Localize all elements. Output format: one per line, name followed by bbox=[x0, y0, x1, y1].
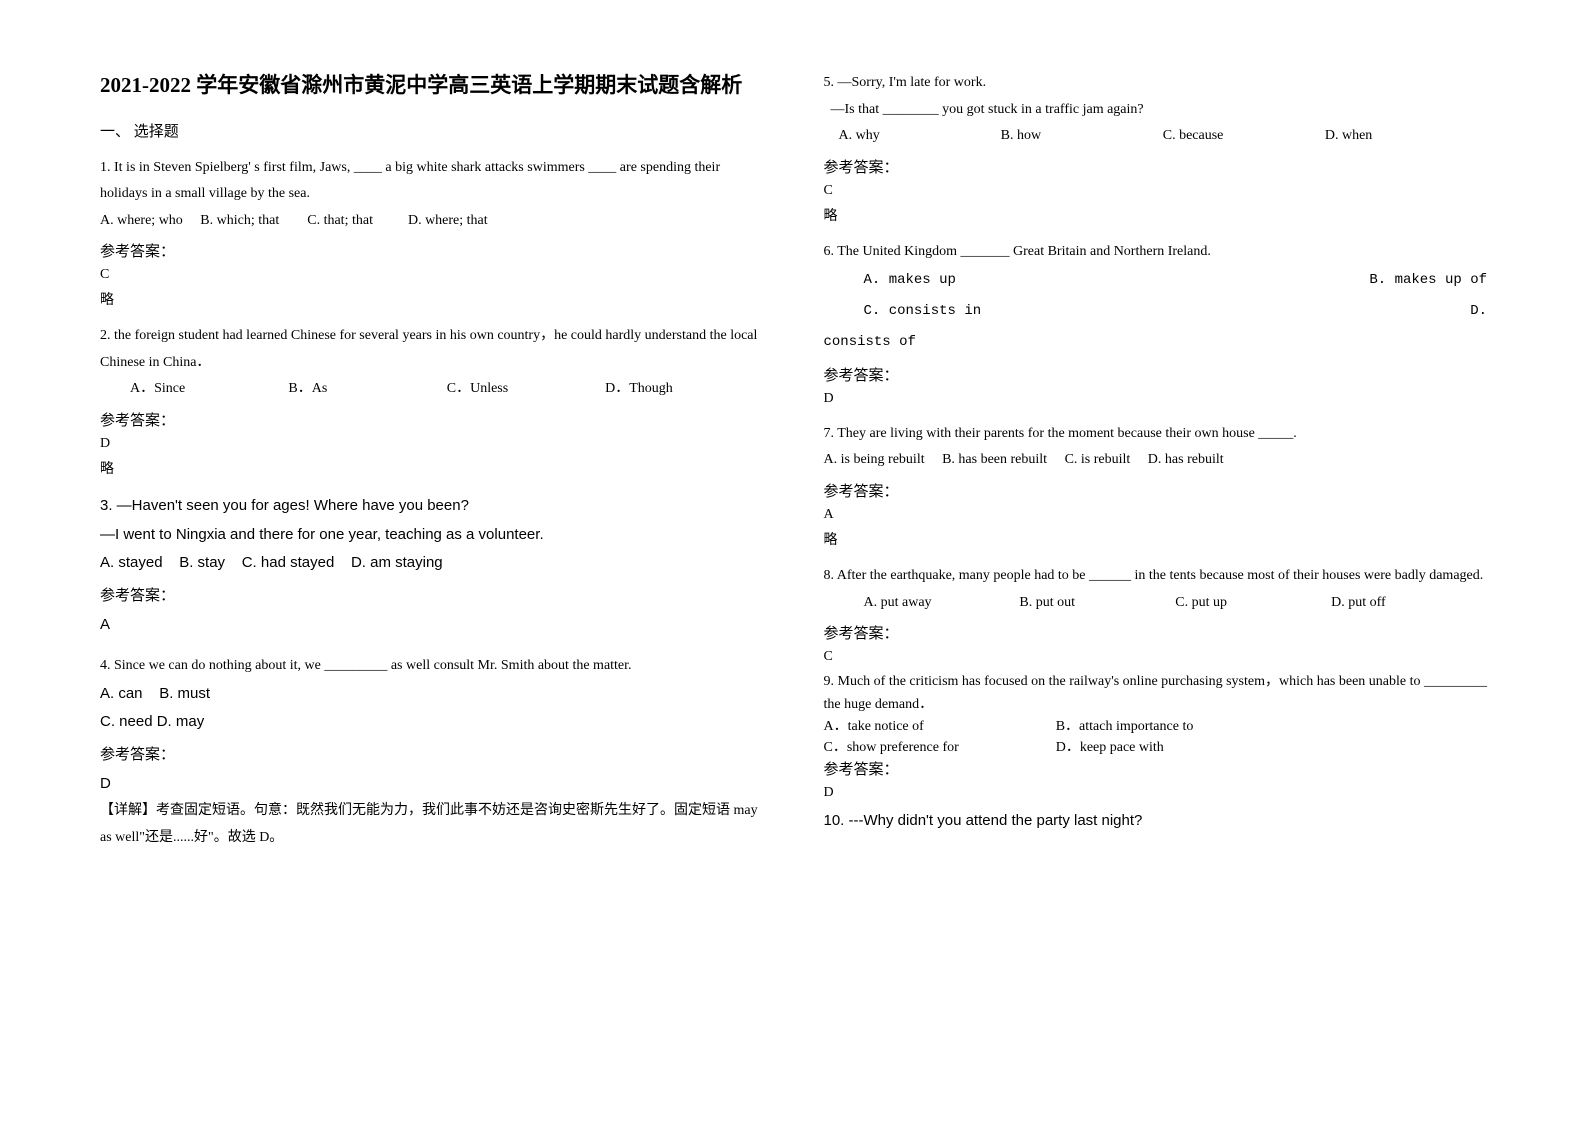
q3-options: A. stayed B. stay C. had stayed D. am st… bbox=[100, 549, 764, 578]
question-5: 5. —Sorry, I'm late for work. —Is that _… bbox=[824, 70, 1488, 225]
q6-opt-c: C. consists in bbox=[864, 296, 1471, 327]
q9-options: A．take notice of B．attach importance to … bbox=[824, 716, 1488, 758]
q3-line1: 3. —Haven't seen you for ages! Where hav… bbox=[100, 492, 764, 521]
question-3: 3. —Haven't seen you for ages! Where hav… bbox=[100, 492, 764, 639]
right-column: 5. —Sorry, I'm late for work. —Is that _… bbox=[824, 70, 1488, 865]
q8-opt-c: C. put up bbox=[1175, 590, 1331, 617]
question-9: 9. Much of the criticism has focused on … bbox=[824, 671, 1488, 801]
q9-answer: D bbox=[824, 785, 1488, 801]
q8-opt-a: A. put away bbox=[864, 590, 1020, 617]
q8-answer: C bbox=[824, 649, 1488, 665]
q6-options: A. makes up B. makes up of C. consists i… bbox=[824, 265, 1488, 357]
q9-answer-label: 参考答案： bbox=[824, 758, 1488, 779]
q4-text: 4. Since we can do nothing about it, we … bbox=[100, 653, 764, 680]
question-4: 4. Since we can do nothing about it, we … bbox=[100, 653, 764, 851]
q8-answer-label: 参考答案： bbox=[824, 622, 1488, 643]
q2-note: 略 bbox=[100, 458, 764, 478]
q8-opt-b: B. put out bbox=[1019, 590, 1175, 617]
q8-opt-d: D. put off bbox=[1331, 590, 1487, 617]
q9-opt-a: A．take notice of bbox=[824, 716, 1056, 737]
question-6: 6. The United Kingdom _______ Great Brit… bbox=[824, 239, 1488, 407]
q5-opt-b: B. how bbox=[1001, 123, 1163, 150]
q8-text: 8. After the earthquake, many people had… bbox=[824, 563, 1488, 590]
q2-text: 2. the foreign student had learned Chine… bbox=[100, 323, 764, 376]
q6-answer-label: 参考答案： bbox=[824, 364, 1488, 385]
q4-opts2: C. need D. may bbox=[100, 708, 764, 737]
q10-text: 10. ---Why didn't you attend the party l… bbox=[824, 807, 1488, 836]
q9-opt-c: C．show preference for bbox=[824, 737, 1056, 758]
q5-line1: 5. —Sorry, I'm late for work. bbox=[824, 70, 1488, 97]
q7-answer: A bbox=[824, 507, 1488, 523]
q4-answer: D bbox=[100, 770, 764, 799]
q3-answer: A bbox=[100, 611, 764, 640]
q5-answer: C bbox=[824, 183, 1488, 199]
q7-note: 略 bbox=[824, 529, 1488, 549]
q7-answer-label: 参考答案： bbox=[824, 480, 1488, 501]
q4-answer-label: 参考答案： bbox=[100, 743, 764, 764]
q5-line2: —Is that ________ you got stuck in a tra… bbox=[824, 97, 1488, 124]
q8-options: A. put away B. put out C. put up D. put … bbox=[824, 590, 1488, 617]
q9-text: 9. Much of the criticism has focused on … bbox=[824, 671, 1488, 716]
q1-options: A. where; who B. which; that C. that; th… bbox=[100, 208, 764, 235]
q7-options: A. is being rebuilt B. has been rebuilt … bbox=[824, 447, 1488, 474]
page-container: 2021-2022 学年安徽省滁州市黄泥中学高三英语上学期期末试题含解析 一、 … bbox=[100, 70, 1487, 865]
q2-opt-a: A．Since bbox=[130, 376, 288, 403]
q2-opt-b: B．As bbox=[288, 376, 446, 403]
question-2: 2. the foreign student had learned Chine… bbox=[100, 323, 764, 478]
question-10: 10. ---Why didn't you attend the party l… bbox=[824, 807, 1488, 836]
q2-opt-d: D．Though bbox=[605, 376, 763, 403]
q1-answer-label: 参考答案： bbox=[100, 240, 764, 261]
q6-opt-b: B. makes up of bbox=[1369, 265, 1487, 296]
question-8: 8. After the earthquake, many people had… bbox=[824, 563, 1488, 665]
q4-opts1: A. can B. must bbox=[100, 680, 764, 709]
q2-options: A．Since B．As C．Unless D．Though bbox=[100, 376, 764, 403]
q5-note: 略 bbox=[824, 205, 1488, 225]
q4-explanation: 【详解】考查固定短语。句意：既然我们无能为力，我们此事不妨还是咨询史密斯先生好了… bbox=[100, 798, 764, 851]
q6-tail: consists of bbox=[824, 327, 1488, 358]
left-column: 2021-2022 学年安徽省滁州市黄泥中学高三英语上学期期末试题含解析 一、 … bbox=[100, 70, 764, 865]
q5-options: A. why B. how C. because D. when bbox=[824, 123, 1488, 150]
q9-opt-d: D．keep pace with bbox=[1056, 737, 1487, 758]
q6-answer: D bbox=[824, 391, 1488, 407]
q3-answer-label: 参考答案： bbox=[100, 584, 764, 605]
q2-answer-label: 参考答案： bbox=[100, 409, 764, 430]
q6-opt-d: D. bbox=[1470, 296, 1487, 327]
q1-note: 略 bbox=[100, 289, 764, 309]
q5-opt-a: A. why bbox=[839, 123, 1001, 150]
q9-opt-b: B．attach importance to bbox=[1056, 716, 1487, 737]
q5-answer-label: 参考答案： bbox=[824, 156, 1488, 177]
q2-answer: D bbox=[100, 436, 764, 452]
q5-opt-c: C. because bbox=[1163, 123, 1325, 150]
q5-opt-d: D. when bbox=[1325, 123, 1487, 150]
section-header: 一、 选择题 bbox=[100, 120, 764, 141]
q3-line2: —I went to Ningxia and there for one yea… bbox=[100, 521, 764, 550]
q7-text: 7. They are living with their parents fo… bbox=[824, 421, 1488, 448]
q6-text: 6. The United Kingdom _______ Great Brit… bbox=[824, 239, 1488, 266]
q1-answer: C bbox=[100, 267, 764, 283]
question-1: 1. It is in Steven Spielberg' s first fi… bbox=[100, 155, 764, 310]
q1-text: 1. It is in Steven Spielberg' s first fi… bbox=[100, 155, 764, 208]
question-7: 7. They are living with their parents fo… bbox=[824, 421, 1488, 549]
q2-opt-c: C．Unless bbox=[447, 376, 605, 403]
q6-opt-a: A. makes up bbox=[864, 265, 1370, 296]
document-title: 2021-2022 学年安徽省滁州市黄泥中学高三英语上学期期末试题含解析 bbox=[100, 70, 764, 102]
